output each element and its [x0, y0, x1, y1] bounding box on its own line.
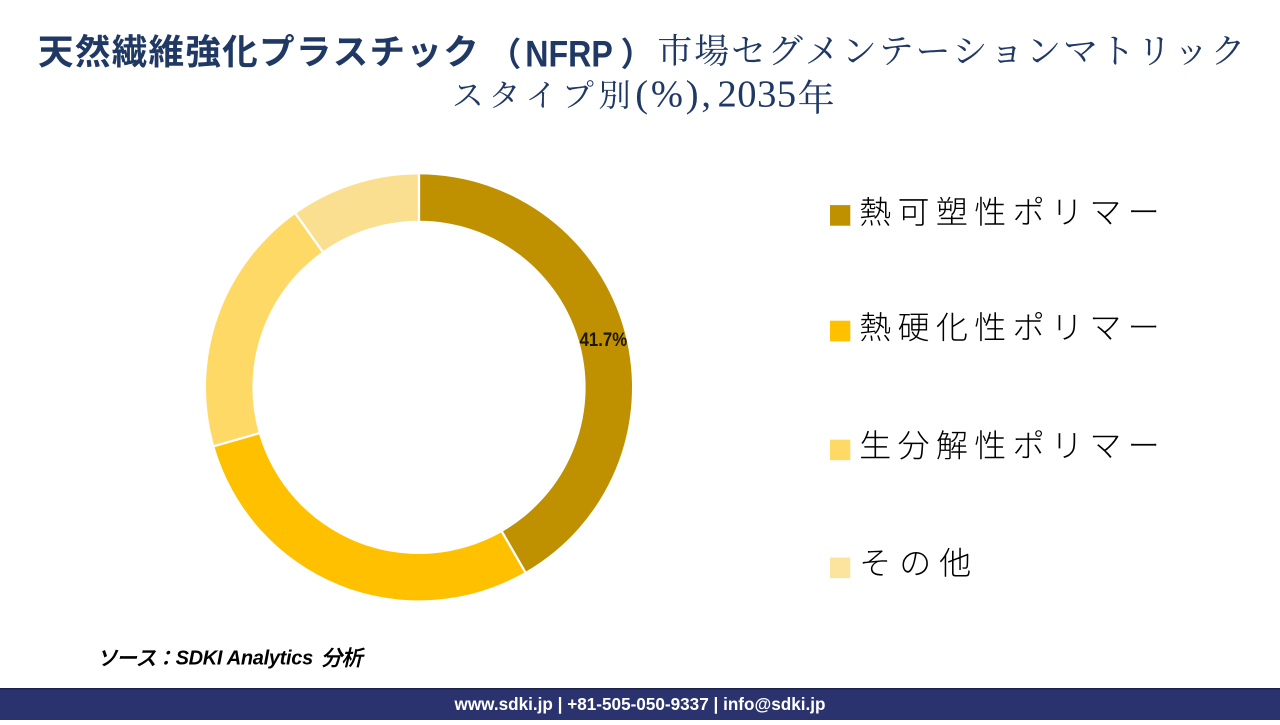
svg-text:SDKI Analytics: SDKI Analytics [176, 647, 314, 669]
svg-text:41.7%: 41.7% [580, 330, 628, 351]
svg-text:www.sdki.jp | +81-505-050-9337: www.sdki.jp | +81-505-050-9337 | info@sd… [453, 694, 825, 714]
svg-text:NFRP: NFRP [525, 32, 613, 74]
svg-text:2035: 2035 [718, 73, 797, 115]
svg-text:(%),: (%), [635, 73, 714, 115]
